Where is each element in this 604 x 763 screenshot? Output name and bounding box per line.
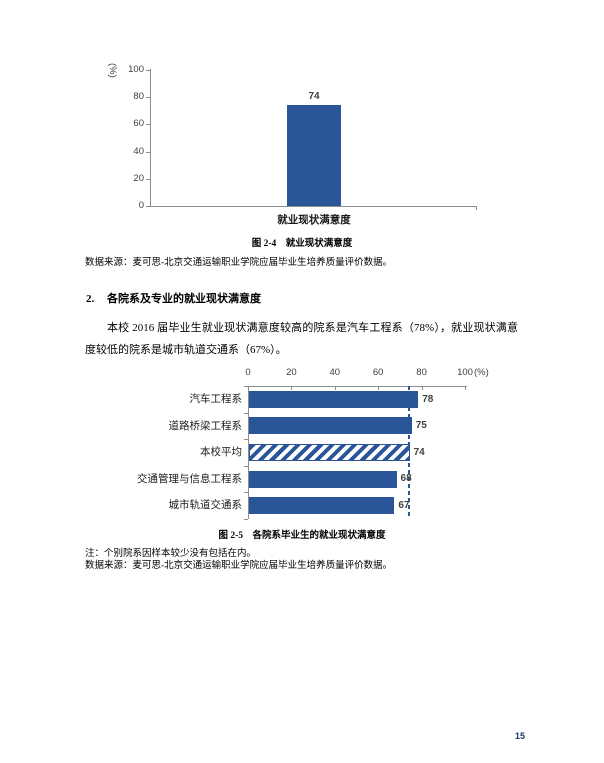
dept-bar-value-label: 67	[398, 499, 410, 511]
figure-2-5-caption: 图 2-5 各院系毕业生的就业现状满意度	[218, 531, 386, 541]
page-number: 15	[514, 731, 525, 741]
x-tick-label: 40	[329, 367, 341, 378]
section-heading: 2. 各院系及专业的就业现状满意度	[86, 292, 519, 307]
x-tick-label: 0	[245, 367, 251, 378]
y-tick-mark	[146, 124, 150, 126]
dept-category-label: 城市轨道交通系	[168, 500, 243, 512]
figure-2-4-caption: 图 2-4 就业现状满意度	[251, 239, 353, 249]
dept-bar-value-label: 75	[415, 420, 427, 432]
x-tick-label: 80	[416, 367, 427, 378]
body-paragraph: 本校 2016 届毕业生就业现状满意度较高的院系是汽车工程系（78%），就业现状…	[85, 322, 518, 356]
x-tick-label: 100	[457, 367, 473, 378]
y-tick-label: 0	[138, 200, 144, 211]
y-axis-unit-label: (%)	[107, 63, 118, 78]
y-tick-mark	[146, 178, 150, 180]
y-tick-label: 100	[128, 64, 144, 75]
y-tick-mark	[146, 70, 150, 71]
y-axis-line	[150, 69, 151, 207]
y-tick-label: 40	[133, 145, 144, 157]
dept-category-label: 本校平均	[200, 447, 242, 459]
bar-value-label: 74	[308, 91, 320, 103]
dept-bar	[249, 417, 412, 435]
left-axis-line	[248, 386, 249, 519]
dept-bar-value-label: 68	[400, 473, 412, 485]
y-tick-label: 60	[133, 118, 144, 130]
x-tick-mark	[421, 387, 423, 390]
y-tick-label: 20	[133, 172, 144, 184]
top-axis-line	[248, 386, 467, 387]
category-tick-mark	[244, 412, 248, 414]
category-tick-mark	[244, 439, 248, 441]
x-tick-mark	[291, 387, 293, 390]
dept-bar	[249, 444, 410, 461]
x-axis-unit-label: (%)	[474, 367, 489, 378]
dept-bar	[249, 390, 419, 408]
section-title: 各院系及专业的就业现状满意度	[107, 293, 261, 305]
section-number: 2.	[86, 293, 95, 305]
x-axis-line	[150, 206, 477, 207]
chart-dept-satisfaction: 0 20 40 60 80 100 (%) 汽车工程系 78 道路桥梁工程系 75 本校平均 74 交…	[0, 360, 604, 525]
dept-category-label: 交通管理与信息工程系	[137, 473, 242, 485]
x-tick-mark	[465, 387, 466, 390]
data-source-line-2: 数据来源：麦可思-北京交通运输职业学院应届毕业生培养质量评价数据。	[85, 561, 393, 571]
chart-employment-satisfaction: (%) 0 20 40 60 80 100 74 就业现状满意度	[0, 0, 604, 232]
category-tick-mark	[244, 519, 248, 520]
dept-bar-value-label: 74	[413, 446, 425, 458]
y-tick-label: 80	[133, 91, 144, 103]
category-tick-mark	[244, 492, 248, 494]
x-tick-label: 20	[286, 367, 297, 378]
chart-note: 注：个别院系因样本较少没有包括在内。	[85, 549, 257, 559]
dept-bar-value-label: 78	[422, 393, 434, 405]
data-source-line-1: 数据来源：麦可思-北京交通运输职业学院应届毕业生培养质量评价数据。	[85, 258, 393, 268]
y-tick-mark	[146, 151, 150, 153]
dept-bar	[249, 497, 395, 515]
x-category-label: 就业现状满意度	[277, 215, 351, 226]
x-tick-mark	[378, 387, 380, 390]
x-tick-mark	[334, 387, 336, 390]
category-tick-mark	[244, 386, 248, 387]
y-tick-mark	[146, 97, 150, 99]
y-tick-mark	[146, 206, 150, 207]
dept-category-label: 道路桥梁工程系	[168, 420, 243, 432]
dept-bar	[249, 470, 397, 488]
x-axis-end-tick	[476, 207, 477, 210]
x-tick-label: 60	[372, 367, 384, 378]
category-tick-mark	[244, 465, 248, 467]
dept-category-label: 汽车工程系	[189, 394, 243, 405]
bar-employment-satisfaction	[287, 105, 341, 206]
